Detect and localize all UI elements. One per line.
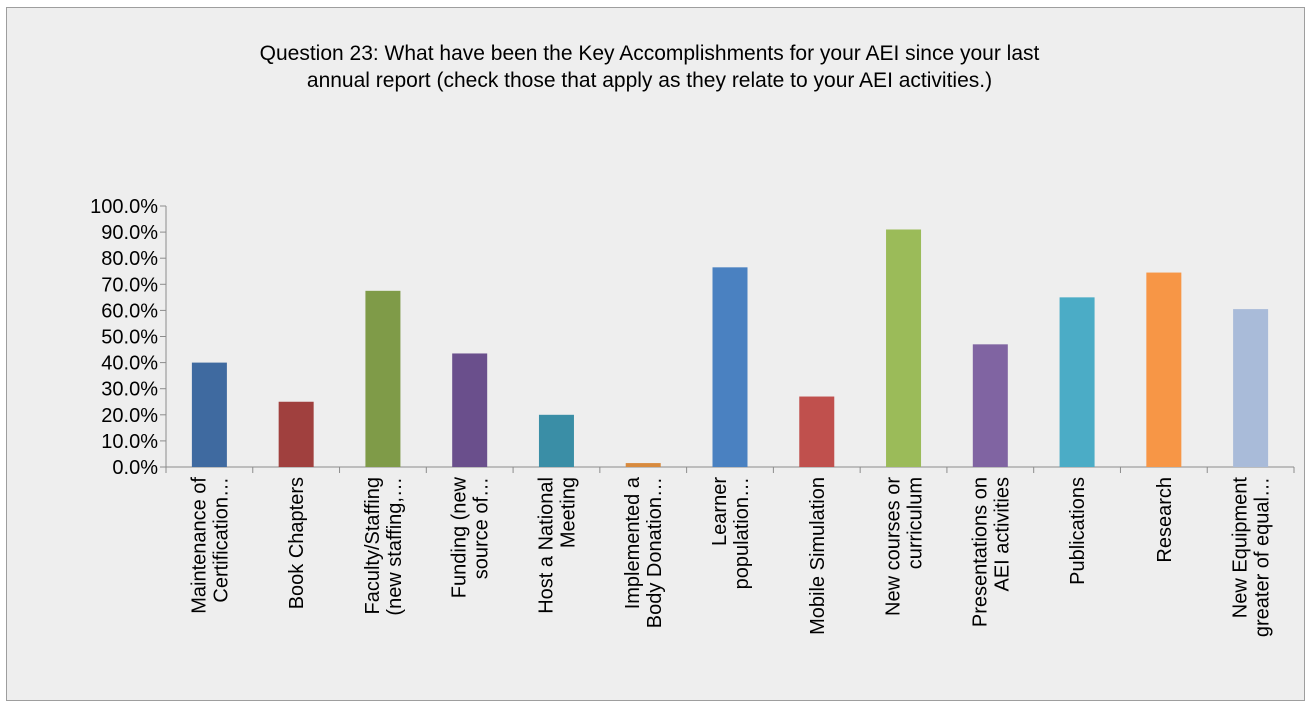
y-tick-label: 20.0% bbox=[101, 405, 158, 427]
y-tick-label: 0.0% bbox=[112, 457, 158, 479]
chart-title-line-1: Question 23: What have been the Key Acco… bbox=[259, 42, 1040, 65]
y-tick-label: 70.0% bbox=[101, 274, 158, 296]
x-tick-label: greater of equal… bbox=[1252, 477, 1274, 637]
chart-title-line-2: annual report (check those that apply as… bbox=[306, 69, 993, 92]
x-tick-label: Presentations on bbox=[969, 477, 991, 627]
bar bbox=[625, 463, 661, 467]
x-tick-label: Book Chapters bbox=[286, 477, 308, 609]
y-tick-label: 50.0% bbox=[101, 327, 158, 349]
x-tick-label: Certification… bbox=[210, 477, 232, 603]
x-tick-label: Maintenance of bbox=[188, 477, 210, 614]
y-tick-label: 60.0% bbox=[101, 300, 158, 322]
bar bbox=[972, 344, 1008, 467]
x-tick-label: Implemented a bbox=[622, 476, 644, 609]
y-tick-label: 40.0% bbox=[101, 353, 158, 375]
y-tick-label: 100.0% bbox=[90, 196, 158, 218]
x-tick-label: New Equipment bbox=[1230, 477, 1252, 619]
x-tick-label: Host a National bbox=[535, 477, 557, 614]
x-tick-label: New courses or bbox=[883, 477, 905, 616]
x-tick-label: Faculty/Staffing bbox=[362, 477, 384, 614]
bar bbox=[712, 267, 748, 467]
x-tick-label: Funding (new bbox=[449, 476, 471, 598]
x-tick-label: (new staffing,… bbox=[384, 477, 406, 616]
bar bbox=[191, 362, 227, 467]
y-tick-label: 80.0% bbox=[101, 248, 158, 270]
chart-title: Question 23: What have been the Key Acco… bbox=[0, 40, 1299, 94]
bar bbox=[365, 290, 401, 467]
x-tick-label: source of… bbox=[471, 477, 493, 579]
bar bbox=[1059, 297, 1095, 467]
bar bbox=[452, 353, 488, 467]
x-tick-label: Body Donation… bbox=[644, 477, 666, 628]
bar bbox=[1146, 272, 1182, 467]
bar bbox=[1233, 309, 1269, 467]
y-tick-label: 10.0% bbox=[101, 431, 158, 453]
bar bbox=[278, 401, 314, 467]
x-tick-label: Mobile Simulation bbox=[807, 477, 829, 635]
x-tick-label: population… bbox=[731, 477, 753, 589]
bar bbox=[886, 229, 922, 467]
y-tick-label: 30.0% bbox=[101, 379, 158, 401]
x-tick-label: curriculum bbox=[905, 477, 927, 569]
y-tick-label: 90.0% bbox=[101, 222, 158, 244]
x-tick-label: Learner bbox=[709, 477, 731, 546]
x-tick-label: Research bbox=[1154, 477, 1176, 563]
bar bbox=[799, 396, 835, 467]
x-tick-label: Meeting bbox=[557, 477, 579, 548]
bar bbox=[538, 414, 574, 467]
x-tick-label: AEI activities bbox=[991, 477, 1013, 591]
x-tick-label: Publications bbox=[1067, 477, 1089, 585]
